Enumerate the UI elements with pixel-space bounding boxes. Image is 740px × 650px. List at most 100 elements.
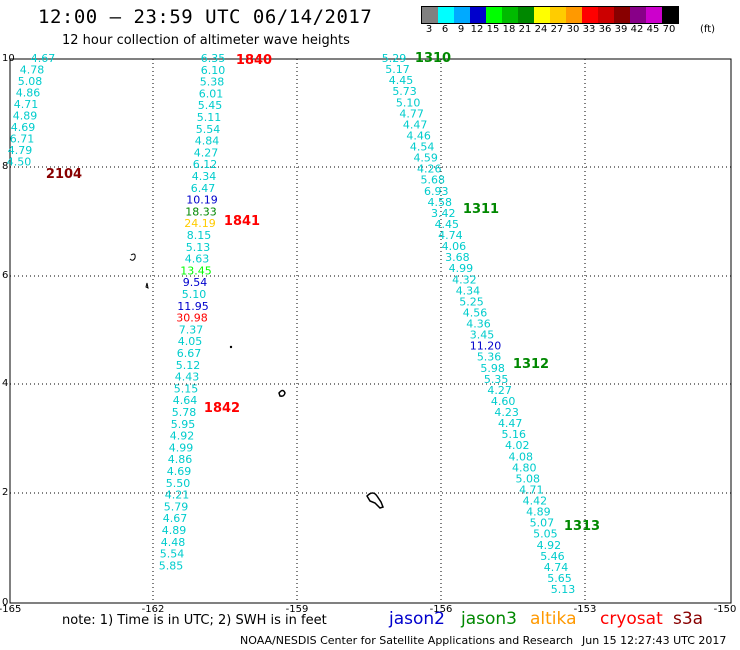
wave-height-value: 18.33 — [185, 205, 217, 218]
wave-height-value: 4.64 — [173, 394, 198, 407]
wave-height-value: 5.13 — [551, 583, 576, 596]
wave-height-value: 5.78 — [172, 406, 197, 419]
pass-time-label: 2104 — [46, 167, 82, 182]
satellite-legend-item: jason2 — [389, 609, 445, 629]
x-tick-label: -156 — [430, 604, 453, 615]
color-scale-cell — [502, 7, 518, 23]
wave-height-value: 4.63 — [185, 253, 210, 266]
wave-height-value: 4.67 — [31, 52, 56, 65]
wave-height-value: 4.99 — [449, 262, 474, 275]
x-tick-label: -153 — [574, 604, 597, 615]
island-shape — [366, 492, 384, 509]
wave-height-value: 24.19 — [184, 217, 216, 230]
color-scale-cell — [566, 7, 582, 23]
wave-height-value: 4.59 — [413, 152, 438, 165]
y-tick-label: 6 — [2, 270, 8, 281]
wave-height-value: 4.34 — [456, 284, 481, 297]
wave-height-value: 5.35 — [484, 373, 509, 386]
wave-height-value: 4.79 — [8, 144, 33, 157]
wave-height-value: 5.29 — [382, 52, 407, 65]
wave-height-value: 5.65 — [547, 572, 572, 585]
wave-height-value: 6.47 — [191, 182, 216, 195]
wave-height-value: 5.08 — [18, 75, 43, 88]
wave-height-value: 5.10 — [396, 96, 421, 109]
color-scale-tick-label: 45 — [646, 24, 660, 35]
wave-height-value: 4.47 — [498, 417, 523, 430]
wave-height-value: 4.69 — [11, 121, 36, 134]
wave-height-value: 4.45 — [435, 218, 460, 231]
wave-height-value: 4.56 — [463, 306, 488, 319]
wave-height-value: 5.05 — [533, 528, 558, 541]
wave-height-value: 3.68 — [445, 251, 470, 264]
color-scale-cell — [470, 7, 486, 23]
color-scale-tick-label: 15 — [486, 24, 500, 35]
color-scale-cell — [582, 7, 598, 23]
wave-height-value: 4.54 — [410, 141, 435, 154]
color-scale-tick-label: 30 — [566, 24, 580, 35]
wave-height-value: 4.36 — [466, 318, 491, 331]
color-scale-tick-label: 3 — [425, 24, 433, 35]
map-title: 12:00 — 23:59 UTC 06/14/2017 — [38, 6, 373, 28]
wave-height-value: 4.67 — [163, 512, 188, 525]
wave-height-value: 4.71 — [14, 98, 39, 111]
wave-height-value: 5.15 — [174, 382, 199, 395]
satellite-legend-item: jason3 — [461, 609, 517, 629]
wave-height-value: 11.95 — [177, 300, 209, 313]
wave-height-value: 3.42 — [431, 207, 456, 220]
color-scale-cell — [662, 7, 678, 23]
wave-height-value: 4.89 — [13, 110, 38, 123]
wave-height-value: 6.35 — [201, 52, 226, 65]
wave-height-value: 4.23 — [494, 406, 519, 419]
wave-height-value: 5.98 — [480, 362, 505, 375]
wave-height-value: 7.37 — [179, 323, 204, 336]
wave-height-value: 4.34 — [192, 170, 217, 183]
wave-height-value: 10.19 — [186, 194, 218, 207]
color-scale-cell — [630, 7, 646, 23]
wave-height-value: 3.45 — [470, 329, 495, 342]
color-scale-labels: 3 6 9 12 15 18 21 24 27 30 33 36 39 42 45 70 — [421, 24, 740, 36]
wave-height-value: 5.11 — [197, 111, 222, 124]
color-scale-cell — [454, 7, 470, 23]
wave-height-value: 4.60 — [491, 395, 516, 408]
wave-height-value: 4.74 — [438, 229, 463, 242]
x-tick-label: -159 — [286, 604, 309, 615]
wave-height-value: 5.73 — [392, 85, 417, 98]
color-scale-tick-label: 18 — [502, 24, 516, 35]
color-scale-bar — [421, 6, 679, 24]
wave-height-value: 4.45 — [389, 74, 414, 87]
wave-height-value: 9.54 — [183, 276, 208, 289]
color-scale-cell — [486, 7, 502, 23]
wave-height-value: 5.08 — [516, 472, 541, 485]
color-scale-tick-label: 39 — [614, 24, 628, 35]
wave-height-value: 5.13 — [186, 241, 211, 254]
color-scale-tick-label: 42 — [630, 24, 644, 35]
island-shape — [278, 389, 286, 397]
map-subtitle: 12 hour collection of altimeter wave hei… — [62, 33, 350, 48]
color-scale-tick-label: 6 — [441, 24, 449, 35]
color-scale-cell — [438, 7, 454, 23]
wave-height-value: 5.16 — [501, 428, 526, 441]
wave-height-value: 6.01 — [199, 87, 224, 100]
wave-height-value: 4.92 — [170, 430, 195, 443]
wave-height-value: 6.12 — [193, 158, 218, 171]
wave-height-value: 5.95 — [171, 418, 196, 431]
island-shape — [145, 282, 149, 289]
pass-time-label: 1311 — [463, 202, 499, 217]
wave-height-value: 4.47 — [403, 118, 428, 131]
island-shape — [229, 345, 233, 349]
y-tick-label: 8 — [2, 161, 8, 172]
color-scale-cell — [614, 7, 630, 23]
wave-height-value: 30.98 — [176, 312, 208, 325]
wave-height-value: 4.42 — [523, 495, 548, 508]
wave-height-value: 5.85 — [159, 559, 184, 572]
pass-time-label: 1313 — [564, 519, 600, 534]
wave-height-value: 4.99 — [169, 441, 194, 454]
wave-height-value: 4.32 — [452, 273, 477, 286]
color-scale-cell — [422, 7, 438, 23]
pass-time-label: 1840 — [236, 53, 272, 68]
color-scale-tick-label: 24 — [534, 24, 548, 35]
wave-height-value: 4.77 — [399, 107, 424, 120]
satellite-legend-item: altika — [530, 609, 577, 629]
wave-height-value: 4.78 — [20, 64, 45, 77]
wave-height-value: 4.05 — [178, 335, 203, 348]
